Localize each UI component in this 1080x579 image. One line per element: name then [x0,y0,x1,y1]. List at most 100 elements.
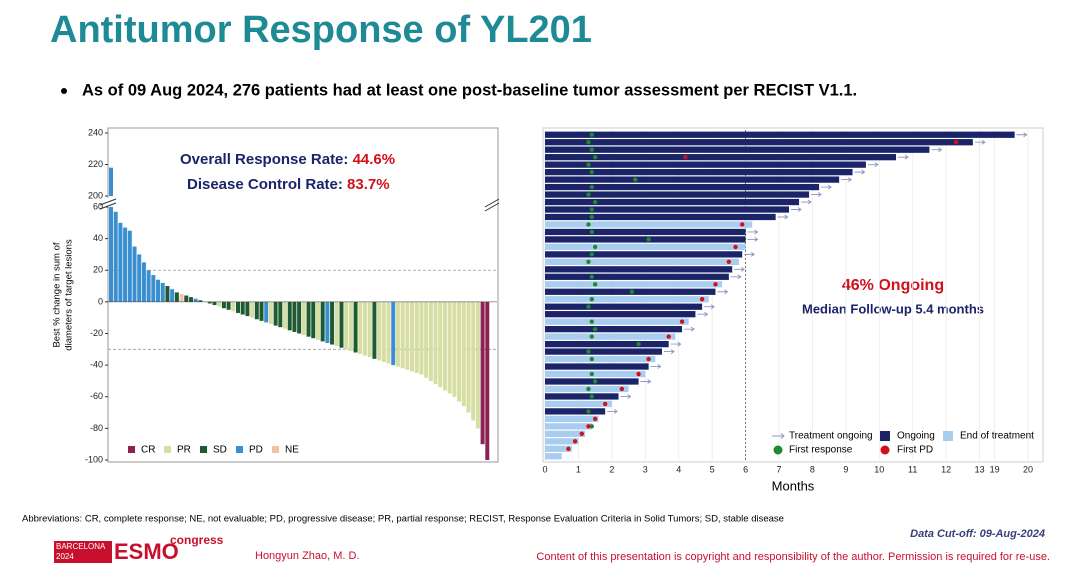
annotation-value: 44.6% [353,151,396,168]
bar [424,301,429,378]
swim-bar [545,139,973,146]
first-response [646,237,651,242]
first-response [589,147,594,152]
first-response [589,229,594,235]
data-cutoff: Data Cut-off: 09-Aug-2024 [910,528,1045,540]
x-tick-label: 1 [576,464,581,474]
bar [109,207,113,302]
first-response [586,349,591,354]
bar [179,293,184,302]
first-response [589,214,594,220]
legend-label: NE [285,445,299,456]
bar [320,301,325,342]
x-tick-label: 12 [941,464,951,474]
swim-bar [545,154,896,161]
first-response [586,304,591,309]
bar [485,301,490,460]
swim-bar [545,453,562,460]
ongoing-arrow [811,192,822,197]
swim-bar [545,363,649,370]
ongoing-arrow [704,304,715,310]
bar [367,301,372,358]
legend-swatch [164,446,171,453]
axis-break [484,202,500,212]
bar [461,301,466,407]
first-pd [602,401,608,407]
bar [283,301,288,329]
axis-break [99,198,117,206]
first-response [586,222,591,227]
bar [287,301,292,331]
x-tick-label: 11 [908,464,917,474]
bullet-text: As of 09 Aug 2024, 276 patients had at l… [82,81,857,99]
annotation-label: Overall Response Rate: [180,151,348,168]
y-tick-label: -60 [90,391,103,401]
logo-city: BARCELONA [56,542,106,551]
legend-label: PR [177,445,191,456]
swim-bar [545,378,639,385]
bar [419,301,424,375]
x-tick-label: 9 [843,464,848,474]
bar [428,301,433,381]
bar [372,301,377,359]
bar [236,301,240,313]
legend-swatch [773,445,783,455]
swim-bar [545,311,696,318]
first-response [629,289,635,294]
first-pd [679,319,685,324]
first-response [592,282,598,287]
first-response [592,379,598,384]
ongoing-arrow [801,199,812,205]
bar [353,301,358,353]
axis-break [99,202,117,210]
copyright: Content of this presentation is copyrigh… [536,551,1050,563]
bar [457,301,462,402]
ongoing-arrow [670,341,682,347]
annotation: 46% Ongoing [842,277,944,294]
first-response [586,259,591,265]
ongoing-arrow [717,289,729,295]
y-tick-label: 200 [88,190,103,200]
swim-bar [545,146,930,153]
first-pd [740,222,745,227]
bar [170,289,175,302]
ongoing-arrow [620,394,632,399]
bar [358,301,363,355]
bar [259,301,264,321]
ongoing-arrow [650,364,662,369]
bar [391,301,396,366]
first-response [589,274,594,280]
y-tick-label: 60 [93,201,103,211]
bar [301,301,306,336]
bar [297,301,302,334]
y-tick-label: 20 [93,265,103,275]
swimmer-frame [542,127,1044,463]
ongoing-arrow [791,207,802,212]
swim-bar [545,258,739,265]
bar [151,274,156,302]
ongoing-arrow [640,379,652,384]
bar [438,301,443,388]
bar [400,301,405,369]
bar [184,295,189,302]
bar [174,292,179,302]
bar [221,301,226,309]
ongoing-arrow [841,177,852,182]
y-axis-label: Best % change in sum of [52,242,63,347]
logo-word: congress [170,533,224,547]
first-pd [646,356,651,362]
first-pd [592,416,598,422]
bar [146,270,151,302]
legend-swatch [128,446,135,453]
bar [471,301,476,421]
ongoing-arrow [730,274,742,280]
axis-break-mask [100,198,120,206]
y-axis-label: diameters of target lesions [64,239,75,351]
bar [395,301,400,367]
bar [127,230,132,302]
legend-label: First response [789,445,853,456]
logo-block [54,541,112,563]
first-pd [666,334,671,339]
bar [240,301,245,315]
first-response [589,297,594,302]
